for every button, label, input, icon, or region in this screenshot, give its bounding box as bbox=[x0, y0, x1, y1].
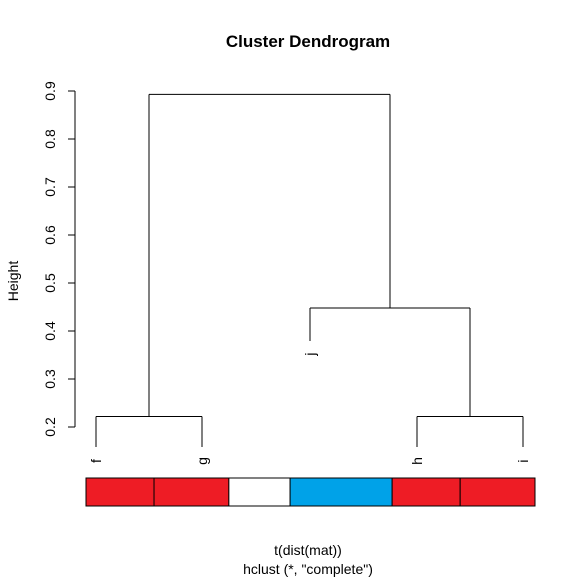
color-bar-segment-3 bbox=[289, 477, 393, 507]
leaf-label-j: j bbox=[302, 352, 318, 356]
y-tick-label-0: 0.2 bbox=[42, 417, 58, 437]
y-axis-label: Height bbox=[5, 261, 21, 302]
dendrogram-tree bbox=[95, 93, 524, 447]
y-tick-label-1: 0.3 bbox=[42, 369, 58, 389]
method-sublabel: hclust (*, "complete") bbox=[243, 561, 373, 577]
y-axis: 0.2 0.3 0.4 0.5 0.6 0.7 0.8 0.9 bbox=[42, 81, 76, 437]
color-bar-segment-2 bbox=[228, 477, 291, 507]
x-axis-label: t(dist(mat)) bbox=[274, 542, 342, 558]
y-tick-label-5: 0.7 bbox=[42, 177, 58, 197]
leaf-label-h: h bbox=[409, 457, 425, 465]
color-bar-segment-5 bbox=[459, 477, 536, 507]
color-bar bbox=[85, 477, 536, 507]
color-bar-segment-0 bbox=[85, 477, 155, 507]
y-tick-label-2: 0.4 bbox=[42, 321, 58, 341]
leaf-label-g: g bbox=[194, 457, 210, 465]
chart-title: Cluster Dendrogram bbox=[226, 32, 390, 51]
y-tick-label-4: 0.6 bbox=[42, 225, 58, 245]
y-tick-label-6: 0.8 bbox=[42, 129, 58, 149]
color-bar-segment-1 bbox=[153, 477, 230, 507]
color-bar-segment-4 bbox=[391, 477, 461, 507]
y-tick-label-7: 0.9 bbox=[42, 81, 58, 101]
y-tick-label-3: 0.5 bbox=[42, 273, 58, 293]
leaf-label-i: i bbox=[515, 459, 531, 462]
leaf-labels: f g j h i bbox=[88, 352, 531, 464]
leaf-label-f: f bbox=[88, 459, 104, 463]
